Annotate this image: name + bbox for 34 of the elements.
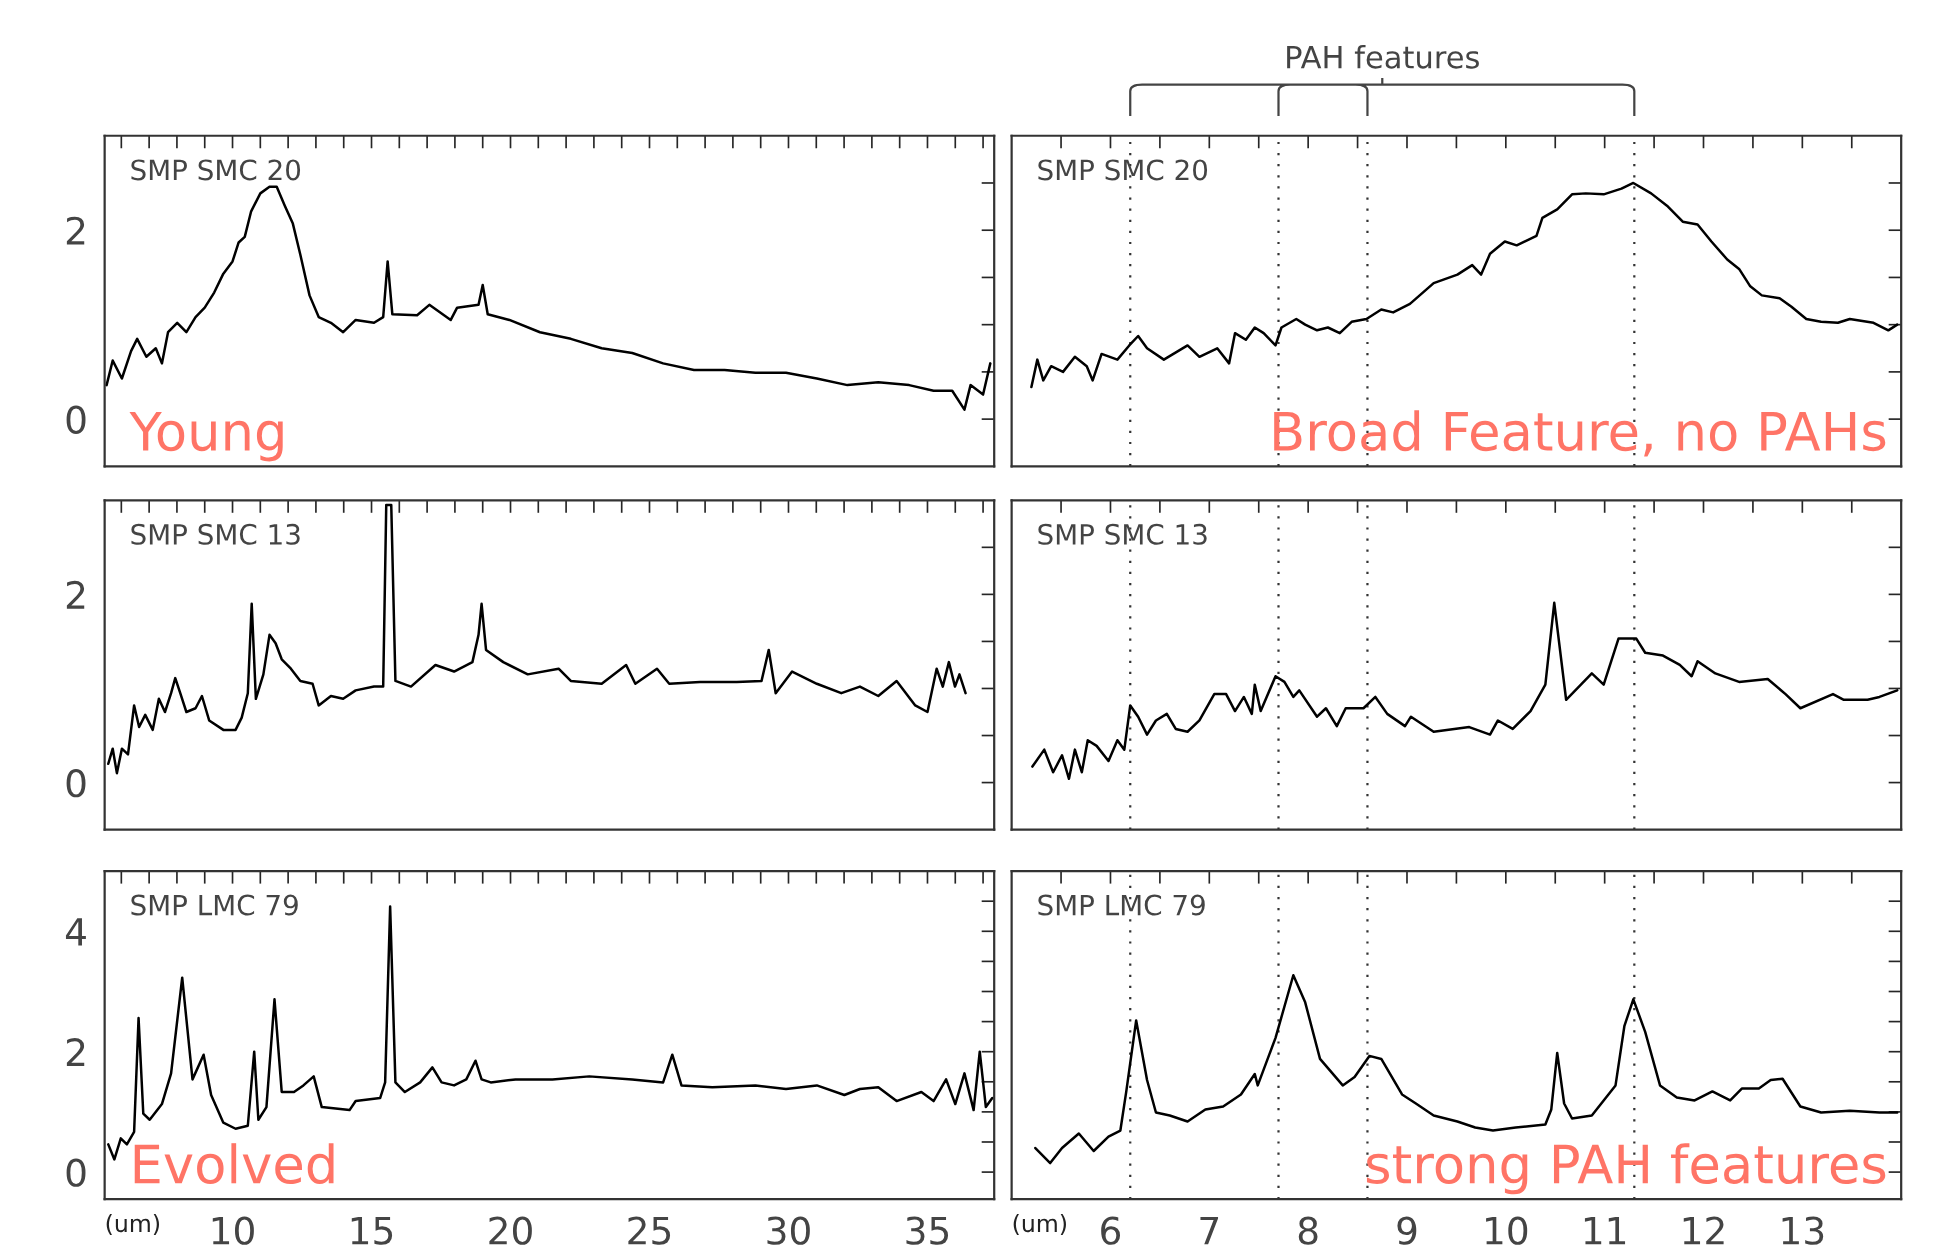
annotation: SMP LMC 79 bbox=[131, 894, 298, 916]
annotation: SMP SMC 13 bbox=[1038, 523, 1207, 545]
x-tick-label: 6 bbox=[1101, 1216, 1121, 1245]
annotation: Broad Feature, no PAHs bbox=[1274, 410, 1886, 457]
x-tick-label: 25 bbox=[628, 1216, 671, 1245]
x-axis-title: (um) bbox=[1013, 1213, 1066, 1235]
annotation: Young bbox=[129, 411, 283, 462]
x-tick-label: 12 bbox=[1683, 1216, 1724, 1245]
annotation: SMP SMC 20 bbox=[1038, 159, 1208, 181]
y-tick-label: 2 bbox=[66, 216, 85, 245]
text: PAH features bbox=[1287, 45, 1479, 69]
x-tick-label: 8 bbox=[1298, 1216, 1318, 1245]
x-tick-label: 20 bbox=[489, 1216, 532, 1245]
annotation: Evolved bbox=[134, 1143, 334, 1185]
annotation: strong PAH features bbox=[1366, 1143, 1886, 1195]
y-tick-label: 2 bbox=[66, 1038, 85, 1066]
y-tick-label: 0 bbox=[66, 768, 86, 798]
annotation: SMP SMC 20 bbox=[131, 159, 301, 181]
y-tick-label: 4 bbox=[65, 918, 86, 946]
annotation: SMP SMC 13 bbox=[131, 523, 300, 545]
x-tick-label: 10 bbox=[212, 1216, 254, 1245]
y-tick-label: 0 bbox=[66, 1158, 86, 1187]
x-tick-label: 30 bbox=[767, 1216, 810, 1245]
x-tick-label: 10 bbox=[1486, 1216, 1528, 1245]
annotation: SMP LMC 79 bbox=[1038, 894, 1205, 916]
x-axis-title: (um) bbox=[106, 1213, 160, 1235]
x-tick-label: 7 bbox=[1200, 1217, 1219, 1245]
x-tick-label: 15 bbox=[351, 1217, 393, 1245]
x-tick-label: 35 bbox=[906, 1216, 949, 1245]
y-tick-label: 0 bbox=[66, 405, 86, 434]
x-tick-label: 13 bbox=[1782, 1216, 1824, 1245]
y-tick-label: 2 bbox=[66, 580, 85, 609]
x-tick-label: 9 bbox=[1397, 1216, 1417, 1245]
x-tick-label: 11 bbox=[1584, 1217, 1626, 1245]
